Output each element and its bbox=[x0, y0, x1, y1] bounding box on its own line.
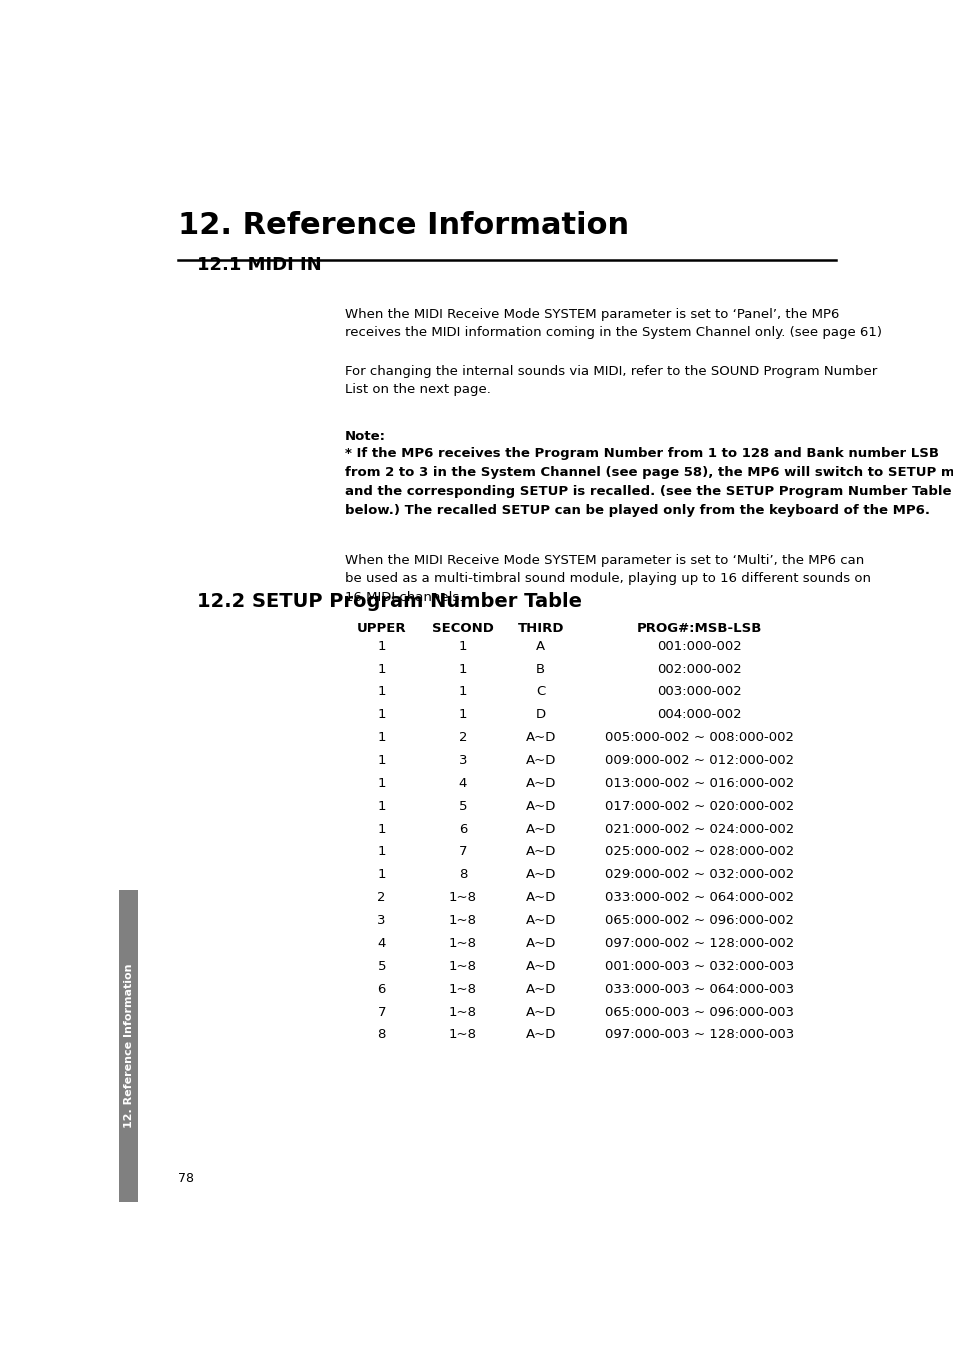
Text: * If the MP6 receives the Program Number from 1 to 128 and Bank number LSB
from : * If the MP6 receives the Program Number… bbox=[344, 447, 953, 517]
Text: 5: 5 bbox=[377, 960, 386, 973]
Text: 097:000-002 ~ 128:000-002: 097:000-002 ~ 128:000-002 bbox=[604, 937, 794, 950]
Text: A~D: A~D bbox=[525, 960, 556, 973]
Text: A~D: A~D bbox=[525, 1006, 556, 1018]
Text: 6: 6 bbox=[377, 983, 386, 996]
Text: 097:000-003 ~ 128:000-003: 097:000-003 ~ 128:000-003 bbox=[604, 1029, 794, 1041]
Text: 021:000-002 ~ 024:000-002: 021:000-002 ~ 024:000-002 bbox=[604, 822, 794, 836]
Text: D: D bbox=[535, 709, 545, 721]
Text: When the MIDI Receive Mode SYSTEM parameter is set to ‘Multi’, the MP6 can
be us: When the MIDI Receive Mode SYSTEM parame… bbox=[344, 554, 870, 603]
Text: A~D: A~D bbox=[525, 822, 556, 836]
Text: 8: 8 bbox=[458, 868, 467, 882]
Text: 4: 4 bbox=[458, 776, 467, 790]
Text: 1~8: 1~8 bbox=[449, 1029, 476, 1041]
Text: 8: 8 bbox=[377, 1029, 386, 1041]
Text: 1: 1 bbox=[377, 799, 386, 813]
Text: B: B bbox=[536, 663, 545, 675]
Text: 1~8: 1~8 bbox=[449, 983, 476, 996]
Text: A~D: A~D bbox=[525, 937, 556, 950]
Text: 12.1 MIDI IN: 12.1 MIDI IN bbox=[196, 256, 321, 274]
Text: 1~8: 1~8 bbox=[449, 914, 476, 927]
Text: 1: 1 bbox=[377, 868, 386, 882]
Text: A~D: A~D bbox=[525, 776, 556, 790]
Text: 1: 1 bbox=[458, 709, 467, 721]
Text: 001:000-002: 001:000-002 bbox=[657, 640, 741, 652]
Text: 005:000-002 ~ 008:000-002: 005:000-002 ~ 008:000-002 bbox=[604, 732, 793, 744]
Text: 1: 1 bbox=[377, 822, 386, 836]
Text: 003:000-002: 003:000-002 bbox=[657, 686, 741, 698]
Text: 1~8: 1~8 bbox=[449, 1006, 476, 1018]
Text: 5: 5 bbox=[458, 799, 467, 813]
Text: A~D: A~D bbox=[525, 1029, 556, 1041]
Text: 009:000-002 ~ 012:000-002: 009:000-002 ~ 012:000-002 bbox=[604, 755, 793, 767]
Text: Note:: Note: bbox=[344, 431, 385, 443]
Text: 033:000-002 ~ 064:000-002: 033:000-002 ~ 064:000-002 bbox=[604, 891, 793, 904]
Text: 1: 1 bbox=[458, 686, 467, 698]
Text: A~D: A~D bbox=[525, 732, 556, 744]
Text: 6: 6 bbox=[458, 822, 467, 836]
Text: 025:000-002 ~ 028:000-002: 025:000-002 ~ 028:000-002 bbox=[604, 845, 794, 859]
Text: 4: 4 bbox=[377, 937, 386, 950]
Text: 12.2 SETUP Program Number Table: 12.2 SETUP Program Number Table bbox=[196, 593, 581, 612]
Text: SECOND: SECOND bbox=[432, 622, 494, 634]
Text: 033:000-003 ~ 064:000-003: 033:000-003 ~ 064:000-003 bbox=[604, 983, 793, 996]
Text: 004:000-002: 004:000-002 bbox=[657, 709, 741, 721]
Text: 12. Reference Information: 12. Reference Information bbox=[124, 964, 133, 1127]
Text: For changing the internal sounds via MIDI, refer to the SOUND Program Number
Lis: For changing the internal sounds via MID… bbox=[344, 364, 876, 396]
Text: 013:000-002 ~ 016:000-002: 013:000-002 ~ 016:000-002 bbox=[604, 776, 794, 790]
Text: 7: 7 bbox=[377, 1006, 386, 1018]
Text: THIRD: THIRD bbox=[517, 622, 563, 634]
Text: PROG#:MSB-LSB: PROG#:MSB-LSB bbox=[637, 622, 761, 634]
Text: 1: 1 bbox=[377, 640, 386, 652]
Text: 1: 1 bbox=[377, 776, 386, 790]
Text: A~D: A~D bbox=[525, 868, 556, 882]
Text: 78: 78 bbox=[178, 1172, 194, 1185]
Text: 1: 1 bbox=[377, 755, 386, 767]
Text: A~D: A~D bbox=[525, 799, 556, 813]
Text: When the MIDI Receive Mode SYSTEM parameter is set to ‘Panel’, the MP6
receives : When the MIDI Receive Mode SYSTEM parame… bbox=[344, 308, 881, 339]
Text: 2: 2 bbox=[377, 891, 386, 904]
Text: A: A bbox=[536, 640, 545, 652]
Text: 1: 1 bbox=[377, 845, 386, 859]
Text: 001:000-003 ~ 032:000-003: 001:000-003 ~ 032:000-003 bbox=[604, 960, 794, 973]
Text: 065:000-002 ~ 096:000-002: 065:000-002 ~ 096:000-002 bbox=[604, 914, 793, 927]
Text: 1: 1 bbox=[377, 709, 386, 721]
Text: 3: 3 bbox=[377, 914, 386, 927]
Text: UPPER: UPPER bbox=[356, 622, 406, 634]
Text: C: C bbox=[536, 686, 545, 698]
Bar bbox=[119, 890, 137, 1202]
Text: 1: 1 bbox=[377, 686, 386, 698]
Text: 7: 7 bbox=[458, 845, 467, 859]
Text: 1: 1 bbox=[458, 640, 467, 652]
Text: 1: 1 bbox=[377, 663, 386, 675]
Text: 2: 2 bbox=[458, 732, 467, 744]
Text: 017:000-002 ~ 020:000-002: 017:000-002 ~ 020:000-002 bbox=[604, 799, 794, 813]
Text: 065:000-003 ~ 096:000-003: 065:000-003 ~ 096:000-003 bbox=[604, 1006, 793, 1018]
Text: 1~8: 1~8 bbox=[449, 960, 476, 973]
Text: 002:000-002: 002:000-002 bbox=[657, 663, 741, 675]
Text: 3: 3 bbox=[458, 755, 467, 767]
Text: A~D: A~D bbox=[525, 914, 556, 927]
Text: A~D: A~D bbox=[525, 845, 556, 859]
Text: 1: 1 bbox=[377, 732, 386, 744]
Text: 12. Reference Information: 12. Reference Information bbox=[178, 211, 629, 240]
Text: A~D: A~D bbox=[525, 891, 556, 904]
Text: A~D: A~D bbox=[525, 755, 556, 767]
Text: A~D: A~D bbox=[525, 983, 556, 996]
Text: 029:000-002 ~ 032:000-002: 029:000-002 ~ 032:000-002 bbox=[604, 868, 794, 882]
Text: 1~8: 1~8 bbox=[449, 891, 476, 904]
Text: 1~8: 1~8 bbox=[449, 937, 476, 950]
Text: 1: 1 bbox=[458, 663, 467, 675]
